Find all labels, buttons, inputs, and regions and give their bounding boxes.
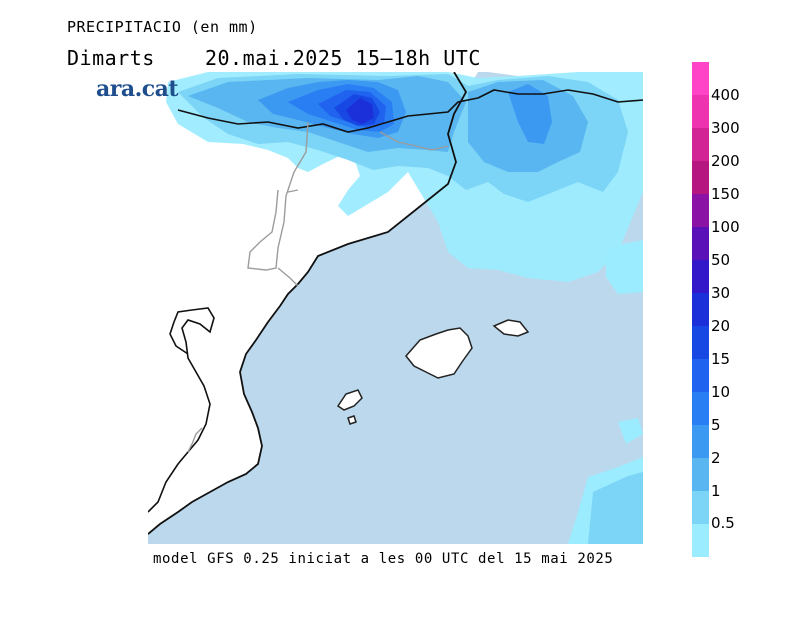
legend-label: 150 <box>711 185 740 203</box>
legend-swatch <box>692 194 709 227</box>
map-title: PRECIPITACIO (en mm) <box>67 18 258 36</box>
legend-swatch <box>692 260 709 293</box>
regional-border <box>247 121 309 271</box>
legend-label: 0.5 <box>711 514 735 532</box>
legend-swatch <box>692 227 709 260</box>
island-mallorca <box>405 327 473 379</box>
inland-border-north <box>148 307 215 513</box>
coastline <box>148 72 468 535</box>
island-menorca <box>492 319 530 337</box>
legend-label: 15 <box>711 350 731 368</box>
island-formentera <box>347 415 357 425</box>
legend-swatch <box>692 95 709 128</box>
legend-swatch <box>692 293 709 326</box>
legend-label: 300 <box>711 119 740 137</box>
legend-swatch <box>692 326 709 359</box>
precip-30mm <box>346 98 374 124</box>
brand-logo[interactable]: ara.cat <box>96 76 179 102</box>
model-info: model GFS 0.25 iniciat a les 00 UTC del … <box>153 551 614 567</box>
precip-5mm-east <box>508 84 552 144</box>
legend-swatch <box>692 392 709 425</box>
legend-label: 100 <box>711 218 740 236</box>
pyrenees-border <box>177 97 479 133</box>
map-subtitle: Dimarts 20.mai.2025 15–18h UTC <box>67 46 481 70</box>
legend-swatch <box>692 524 709 557</box>
legend-label: 1 <box>711 482 721 500</box>
precip-0_5mm-small <box>618 418 643 444</box>
island-ibiza <box>336 389 363 411</box>
legend-label: 5 <box>711 416 721 434</box>
regional-border-catalonia <box>277 131 449 287</box>
regional-border-valencia <box>187 427 203 453</box>
legend-swatch <box>692 359 709 392</box>
coastline-mallorca-check <box>477 89 643 103</box>
legend-swatch <box>692 425 709 458</box>
legend-swatch <box>692 161 709 194</box>
legend-label: 50 <box>711 251 731 269</box>
legend-swatch <box>692 128 709 161</box>
precip-1mm-south <box>588 472 643 544</box>
legend-swatch <box>692 491 709 524</box>
legend-label: 20 <box>711 317 731 335</box>
precipitation-map <box>148 72 643 544</box>
forecast-day: Dimarts <box>67 46 155 70</box>
precipitation-legend <box>692 62 709 557</box>
legend-label: 30 <box>711 284 731 302</box>
legend-label: 400 <box>711 86 740 104</box>
legend-swatch <box>692 62 709 95</box>
legend-swatch <box>692 458 709 491</box>
precipitation-field <box>166 72 643 544</box>
legend-label: 200 <box>711 152 740 170</box>
legend-label: 2 <box>711 449 721 467</box>
legend-label: 10 <box>711 383 731 401</box>
precip-0_5mm-east <box>606 240 643 294</box>
land-area <box>148 72 478 534</box>
forecast-datetime: 20.mai.2025 15–18h UTC <box>204 46 481 70</box>
